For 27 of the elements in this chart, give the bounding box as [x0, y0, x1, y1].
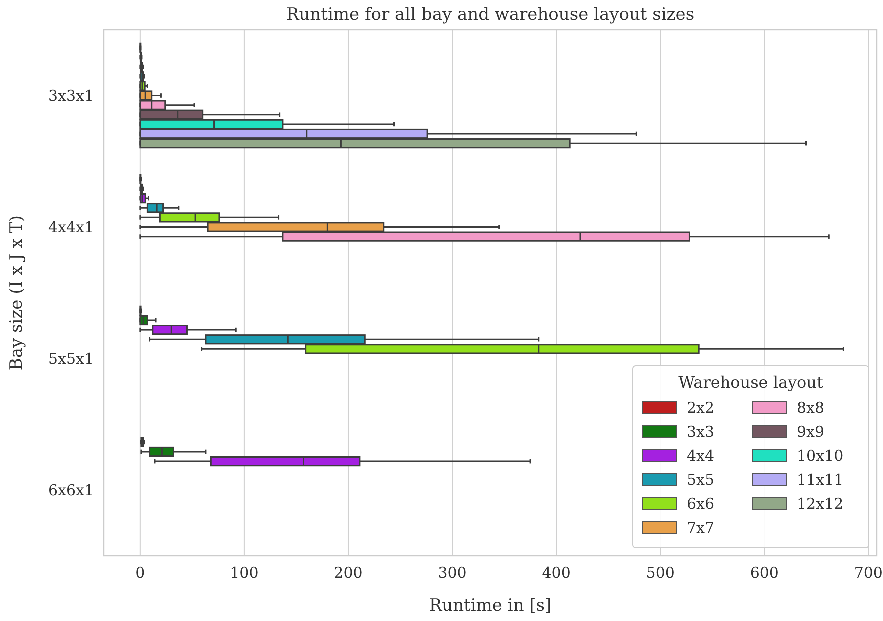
x-tick-label: 0 — [136, 564, 146, 582]
legend-label: 10x10 — [797, 447, 844, 465]
y-tick-label: 4x4x1 — [48, 218, 94, 236]
legend-label: 11x11 — [797, 471, 844, 489]
x-axis-title: Runtime in [s] — [429, 596, 552, 616]
legend-label: 8x8 — [797, 399, 825, 417]
x-tick-label: 200 — [334, 564, 363, 582]
y-tick-label: 6x6x1 — [48, 481, 94, 500]
legend-title: Warehouse layout — [678, 373, 824, 392]
legend-label: 6x6 — [687, 495, 715, 513]
y-tick-label: 3x3x1 — [48, 86, 94, 105]
x-tick-label: 600 — [750, 564, 779, 582]
legend-label: 5x5 — [687, 471, 715, 489]
x-tick-label: 100 — [230, 564, 259, 582]
x-tick-label: 300 — [438, 564, 467, 582]
legend-label: 4x4 — [687, 447, 715, 465]
legend-label: 12x12 — [797, 495, 844, 513]
chart-title: Runtime for all bay and warehouse layout sizes — [286, 5, 695, 25]
legend-label: 7x7 — [687, 519, 715, 537]
x-tick-label: 500 — [646, 564, 675, 582]
legend-label: 3x3 — [687, 423, 715, 441]
x-tick-label: 400 — [542, 564, 571, 582]
y-axis-title: Bay size (I x J x T) — [7, 215, 27, 371]
legend-label: 2x2 — [687, 399, 715, 417]
legend-label: 9x9 — [797, 423, 825, 441]
x-tick-label: 700 — [854, 564, 883, 582]
y-tick-label: 5x5x1 — [48, 350, 94, 368]
